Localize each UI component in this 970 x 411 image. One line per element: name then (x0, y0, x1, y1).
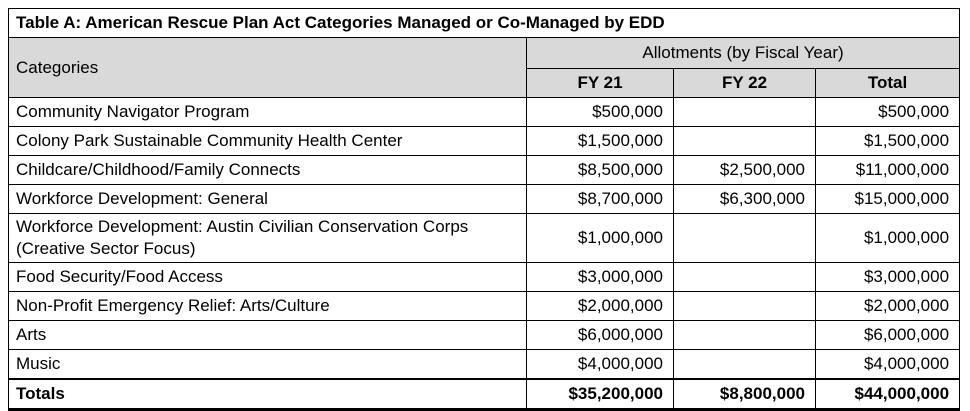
table-title: Table A: American Rescue Plan Act Catego… (7, 8, 961, 38)
table-row: Community Navigator Program $500,000 $50… (8, 97, 961, 127)
cell-category: Non-Profit Emergency Relief: Arts/Cultur… (8, 290, 527, 321)
totals-total: $44,000,000 (814, 377, 961, 411)
cell-fy21: $6,000,000 (526, 319, 674, 350)
cell-fy22 (673, 126, 816, 156)
cell-total: $1,500,000 (814, 126, 961, 156)
table-row: Arts $6,000,000 $6,000,000 (8, 319, 961, 350)
header-row-group: Categories Allotments (by Fiscal Year) (8, 37, 961, 98)
cell-total: $15,000,000 (814, 184, 961, 214)
table-row: Workforce Development: General $8,700,00… (8, 184, 961, 214)
cell-fy22 (673, 261, 816, 292)
column-header-fy21: FY 21 (526, 68, 674, 98)
totals-label: Totals (8, 377, 527, 411)
cell-fy21: $2,000,000 (526, 290, 674, 321)
cell-total: $3,000,000 (814, 261, 961, 292)
table-row: Workforce Development: Austin Civilian C… (8, 213, 961, 263)
cell-category: Arts (8, 319, 527, 350)
table-row: Non-Profit Emergency Relief: Arts/Cultur… (8, 290, 961, 321)
cell-fy22: $2,500,000 (673, 155, 816, 185)
cell-category: Food Security/Food Access (8, 261, 527, 292)
cell-fy21: $4,000,000 (526, 348, 674, 379)
cell-category: Childcare/Childhood/Family Connects (8, 155, 527, 185)
cell-total: $2,000,000 (814, 290, 961, 321)
cell-total: $1,000,000 (814, 213, 961, 263)
cell-total: $11,000,000 (814, 155, 961, 185)
cell-category: Colony Park Sustainable Community Health… (8, 126, 527, 156)
cell-fy21: $1,500,000 (526, 126, 674, 156)
cell-fy21: $1,000,000 (526, 213, 674, 263)
cell-fy22 (673, 348, 816, 379)
table-title-row: Table A: American Rescue Plan Act Catego… (7, 8, 961, 38)
cell-total: $6,000,000 (814, 319, 961, 350)
cell-fy22 (673, 319, 816, 350)
cell-total: $500,000 (814, 97, 961, 127)
column-group-header-allotments: Allotments (by Fiscal Year) (525, 37, 961, 69)
column-header-fy22: FY 22 (673, 68, 816, 98)
cell-fy21: $3,000,000 (526, 261, 674, 292)
cell-fy22: $6,300,000 (673, 184, 816, 214)
arpa-allotments-table: Table A: American Rescue Plan Act Catego… (7, 8, 961, 411)
cell-category: Workforce Development: Austin Civilian C… (8, 213, 527, 263)
cell-fy22 (673, 213, 816, 263)
table-row: Childcare/Childhood/Family Connects $8,5… (8, 155, 961, 185)
cell-category: Workforce Development: General (8, 184, 527, 214)
table-row: Food Security/Food Access $3,000,000 $3,… (8, 261, 961, 292)
cell-fy21: $8,500,000 (526, 155, 674, 185)
cell-category: Music (8, 348, 527, 379)
column-header-total: Total (814, 68, 961, 98)
table-row: Music $4,000,000 $4,000,000 (8, 348, 961, 379)
cell-total: $4,000,000 (814, 348, 961, 379)
totals-fy21: $35,200,000 (526, 377, 674, 411)
cell-category: Community Navigator Program (8, 97, 527, 127)
cell-fy21: $8,700,000 (526, 184, 674, 214)
cell-fy21: $500,000 (526, 97, 674, 127)
cell-fy22 (673, 290, 816, 321)
table-row: Colony Park Sustainable Community Health… (8, 126, 961, 156)
header-row-fiscal-years: FY 21 FY 22 Total (9, 68, 961, 98)
totals-row: Totals $35,200,000 $8,800,000 $44,000,00… (8, 377, 961, 411)
totals-fy22: $8,800,000 (673, 377, 816, 411)
cell-fy22 (673, 97, 816, 127)
column-header-categories: Categories (8, 37, 527, 98)
